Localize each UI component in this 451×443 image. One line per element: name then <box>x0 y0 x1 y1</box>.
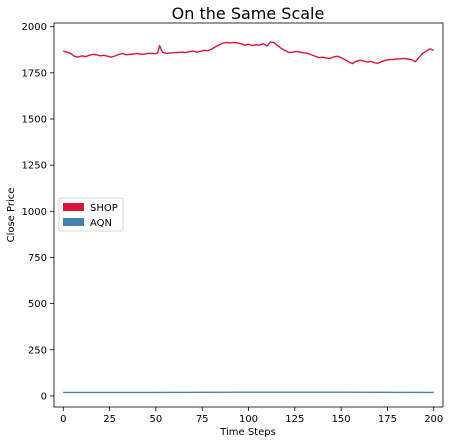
y-tick-label: 500 <box>28 299 47 310</box>
y-tick-label: 750 <box>28 253 47 264</box>
x-tick-label: 175 <box>378 414 397 425</box>
x-axis: 0 25 50 75 100 125 150 175 200 <box>60 407 443 425</box>
legend: SHOP AQN <box>59 198 123 231</box>
x-tick-label: 125 <box>285 414 304 425</box>
y-tick-label: 1000 <box>22 207 47 218</box>
y-tick-label: 1750 <box>22 68 47 79</box>
x-tick-label: 25 <box>103 414 116 425</box>
x-tick-label: 50 <box>150 414 163 425</box>
legend-swatch-aqn <box>63 218 84 226</box>
x-axis-label: Time Steps <box>219 427 276 438</box>
y-tick-label: 1250 <box>22 161 47 172</box>
chart-title: On the Same Scale <box>172 4 325 23</box>
x-tick-label: 0 <box>60 414 66 425</box>
y-axis: 0 250 500 750 1000 1250 1500 1750 2000 <box>22 22 54 402</box>
x-tick-label: 200 <box>424 414 443 425</box>
y-tick-label: 0 <box>41 391 47 402</box>
y-tick-label: 250 <box>28 345 47 356</box>
y-tick-label: 2000 <box>22 22 47 33</box>
legend-swatch-shop <box>63 203 84 211</box>
x-tick-label: 75 <box>196 414 209 425</box>
y-tick-label: 1500 <box>22 115 47 126</box>
y-axis-label: Close Price <box>6 188 17 243</box>
x-tick-label: 150 <box>332 414 351 425</box>
legend-label-aqn: AQN <box>90 218 112 229</box>
legend-label-shop: SHOP <box>90 203 118 214</box>
x-tick-label: 100 <box>239 414 258 425</box>
